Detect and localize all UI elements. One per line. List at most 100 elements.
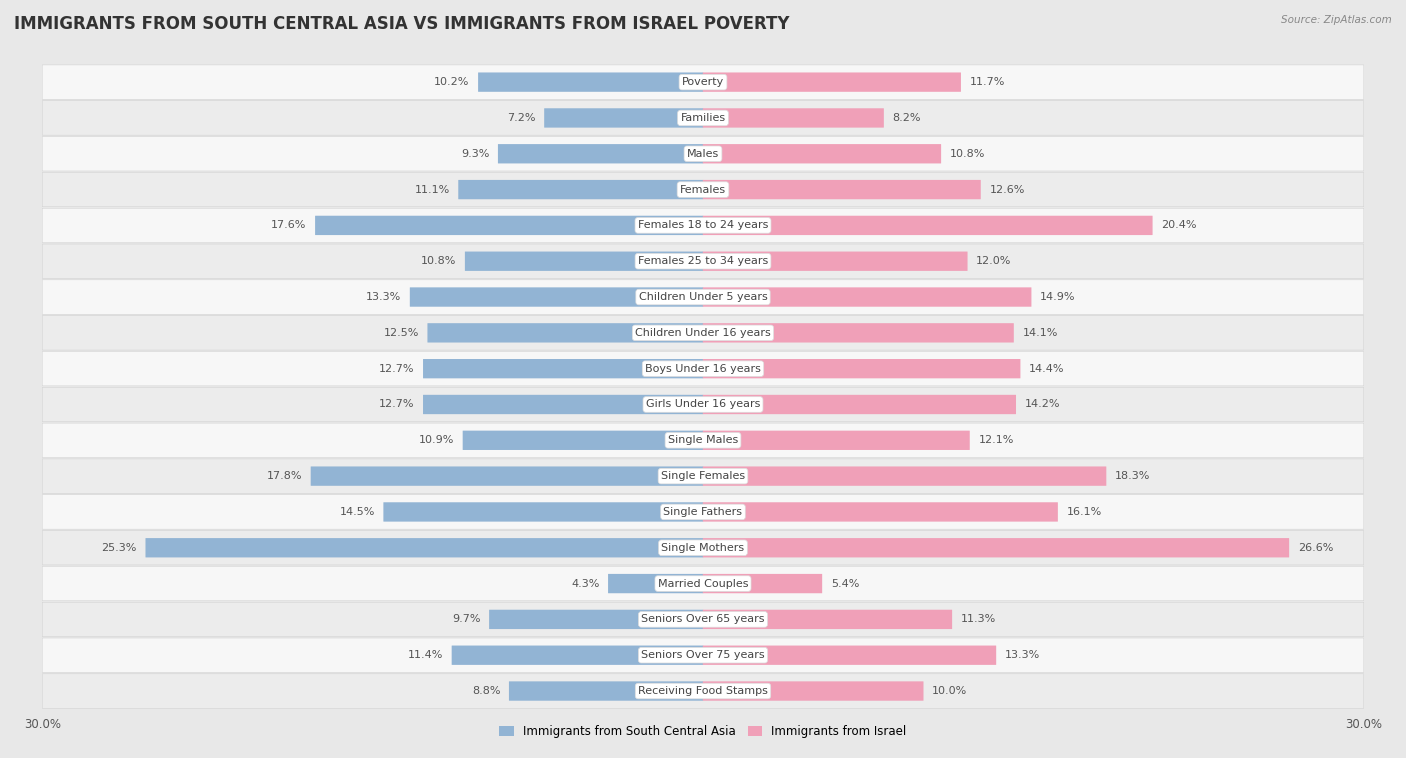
FancyBboxPatch shape	[703, 466, 1107, 486]
FancyBboxPatch shape	[703, 574, 823, 594]
FancyBboxPatch shape	[458, 180, 703, 199]
FancyBboxPatch shape	[42, 495, 1364, 529]
FancyBboxPatch shape	[703, 609, 952, 629]
Text: 10.9%: 10.9%	[419, 435, 454, 445]
Text: Families: Families	[681, 113, 725, 123]
Text: Seniors Over 75 years: Seniors Over 75 years	[641, 650, 765, 660]
Text: Single Fathers: Single Fathers	[664, 507, 742, 517]
Text: Females 18 to 24 years: Females 18 to 24 years	[638, 221, 768, 230]
Text: 25.3%: 25.3%	[101, 543, 136, 553]
FancyBboxPatch shape	[451, 646, 703, 665]
FancyBboxPatch shape	[315, 216, 703, 235]
Text: 11.4%: 11.4%	[408, 650, 443, 660]
FancyBboxPatch shape	[427, 323, 703, 343]
Text: 14.2%: 14.2%	[1025, 399, 1060, 409]
Text: 10.8%: 10.8%	[949, 149, 986, 158]
Text: Girls Under 16 years: Girls Under 16 years	[645, 399, 761, 409]
FancyBboxPatch shape	[311, 466, 703, 486]
FancyBboxPatch shape	[42, 531, 1364, 565]
FancyBboxPatch shape	[42, 65, 1364, 99]
FancyBboxPatch shape	[42, 638, 1364, 672]
FancyBboxPatch shape	[42, 136, 1364, 171]
FancyBboxPatch shape	[42, 172, 1364, 207]
FancyBboxPatch shape	[498, 144, 703, 164]
Text: 12.7%: 12.7%	[380, 399, 415, 409]
Text: Receiving Food Stamps: Receiving Food Stamps	[638, 686, 768, 696]
FancyBboxPatch shape	[42, 352, 1364, 386]
FancyBboxPatch shape	[145, 538, 703, 557]
Text: Married Couples: Married Couples	[658, 578, 748, 588]
FancyBboxPatch shape	[465, 252, 703, 271]
FancyBboxPatch shape	[703, 395, 1017, 414]
Text: Females 25 to 34 years: Females 25 to 34 years	[638, 256, 768, 266]
Text: Single Females: Single Females	[661, 471, 745, 481]
FancyBboxPatch shape	[42, 674, 1364, 708]
FancyBboxPatch shape	[42, 244, 1364, 278]
Text: 10.8%: 10.8%	[420, 256, 457, 266]
FancyBboxPatch shape	[489, 609, 703, 629]
Text: 14.9%: 14.9%	[1040, 292, 1076, 302]
FancyBboxPatch shape	[478, 73, 703, 92]
FancyBboxPatch shape	[703, 108, 884, 127]
FancyBboxPatch shape	[42, 208, 1364, 243]
FancyBboxPatch shape	[384, 503, 703, 522]
Text: Children Under 5 years: Children Under 5 years	[638, 292, 768, 302]
FancyBboxPatch shape	[409, 287, 703, 307]
FancyBboxPatch shape	[703, 646, 997, 665]
FancyBboxPatch shape	[703, 252, 967, 271]
FancyBboxPatch shape	[703, 431, 970, 450]
Text: 5.4%: 5.4%	[831, 578, 859, 588]
Text: 13.3%: 13.3%	[1005, 650, 1040, 660]
FancyBboxPatch shape	[703, 538, 1289, 557]
Text: 18.3%: 18.3%	[1115, 471, 1150, 481]
Text: 20.4%: 20.4%	[1161, 221, 1197, 230]
Text: 8.8%: 8.8%	[472, 686, 501, 696]
FancyBboxPatch shape	[42, 315, 1364, 350]
Text: Boys Under 16 years: Boys Under 16 years	[645, 364, 761, 374]
Text: 14.1%: 14.1%	[1022, 328, 1057, 338]
Text: Males: Males	[688, 149, 718, 158]
FancyBboxPatch shape	[42, 387, 1364, 421]
Text: 11.1%: 11.1%	[415, 185, 450, 195]
Text: 17.6%: 17.6%	[271, 221, 307, 230]
FancyBboxPatch shape	[42, 459, 1364, 493]
FancyBboxPatch shape	[423, 359, 703, 378]
Text: 12.6%: 12.6%	[990, 185, 1025, 195]
Text: 14.4%: 14.4%	[1029, 364, 1064, 374]
Text: 8.2%: 8.2%	[893, 113, 921, 123]
Text: 4.3%: 4.3%	[571, 578, 599, 588]
FancyBboxPatch shape	[703, 287, 1032, 307]
FancyBboxPatch shape	[703, 216, 1153, 235]
Text: 16.1%: 16.1%	[1066, 507, 1102, 517]
FancyBboxPatch shape	[42, 602, 1364, 637]
Text: 26.6%: 26.6%	[1298, 543, 1333, 553]
FancyBboxPatch shape	[544, 108, 703, 127]
Legend: Immigrants from South Central Asia, Immigrants from Israel: Immigrants from South Central Asia, Immi…	[495, 720, 911, 743]
Text: 10.2%: 10.2%	[434, 77, 470, 87]
Text: 11.3%: 11.3%	[960, 615, 995, 625]
Text: 11.7%: 11.7%	[970, 77, 1005, 87]
Text: Seniors Over 65 years: Seniors Over 65 years	[641, 615, 765, 625]
FancyBboxPatch shape	[607, 574, 703, 594]
Text: Poverty: Poverty	[682, 77, 724, 87]
FancyBboxPatch shape	[703, 359, 1021, 378]
FancyBboxPatch shape	[703, 144, 941, 164]
Text: Source: ZipAtlas.com: Source: ZipAtlas.com	[1281, 15, 1392, 25]
Text: 14.5%: 14.5%	[339, 507, 375, 517]
Text: 9.7%: 9.7%	[451, 615, 481, 625]
Text: 17.8%: 17.8%	[267, 471, 302, 481]
FancyBboxPatch shape	[703, 73, 960, 92]
Text: 9.3%: 9.3%	[461, 149, 489, 158]
Text: 10.0%: 10.0%	[932, 686, 967, 696]
Text: 7.2%: 7.2%	[508, 113, 536, 123]
FancyBboxPatch shape	[703, 503, 1057, 522]
Text: 12.1%: 12.1%	[979, 435, 1014, 445]
FancyBboxPatch shape	[423, 395, 703, 414]
FancyBboxPatch shape	[463, 431, 703, 450]
FancyBboxPatch shape	[703, 323, 1014, 343]
FancyBboxPatch shape	[703, 681, 924, 700]
FancyBboxPatch shape	[42, 566, 1364, 601]
Text: 12.5%: 12.5%	[384, 328, 419, 338]
Text: 12.0%: 12.0%	[976, 256, 1011, 266]
Text: IMMIGRANTS FROM SOUTH CENTRAL ASIA VS IMMIGRANTS FROM ISRAEL POVERTY: IMMIGRANTS FROM SOUTH CENTRAL ASIA VS IM…	[14, 15, 790, 33]
